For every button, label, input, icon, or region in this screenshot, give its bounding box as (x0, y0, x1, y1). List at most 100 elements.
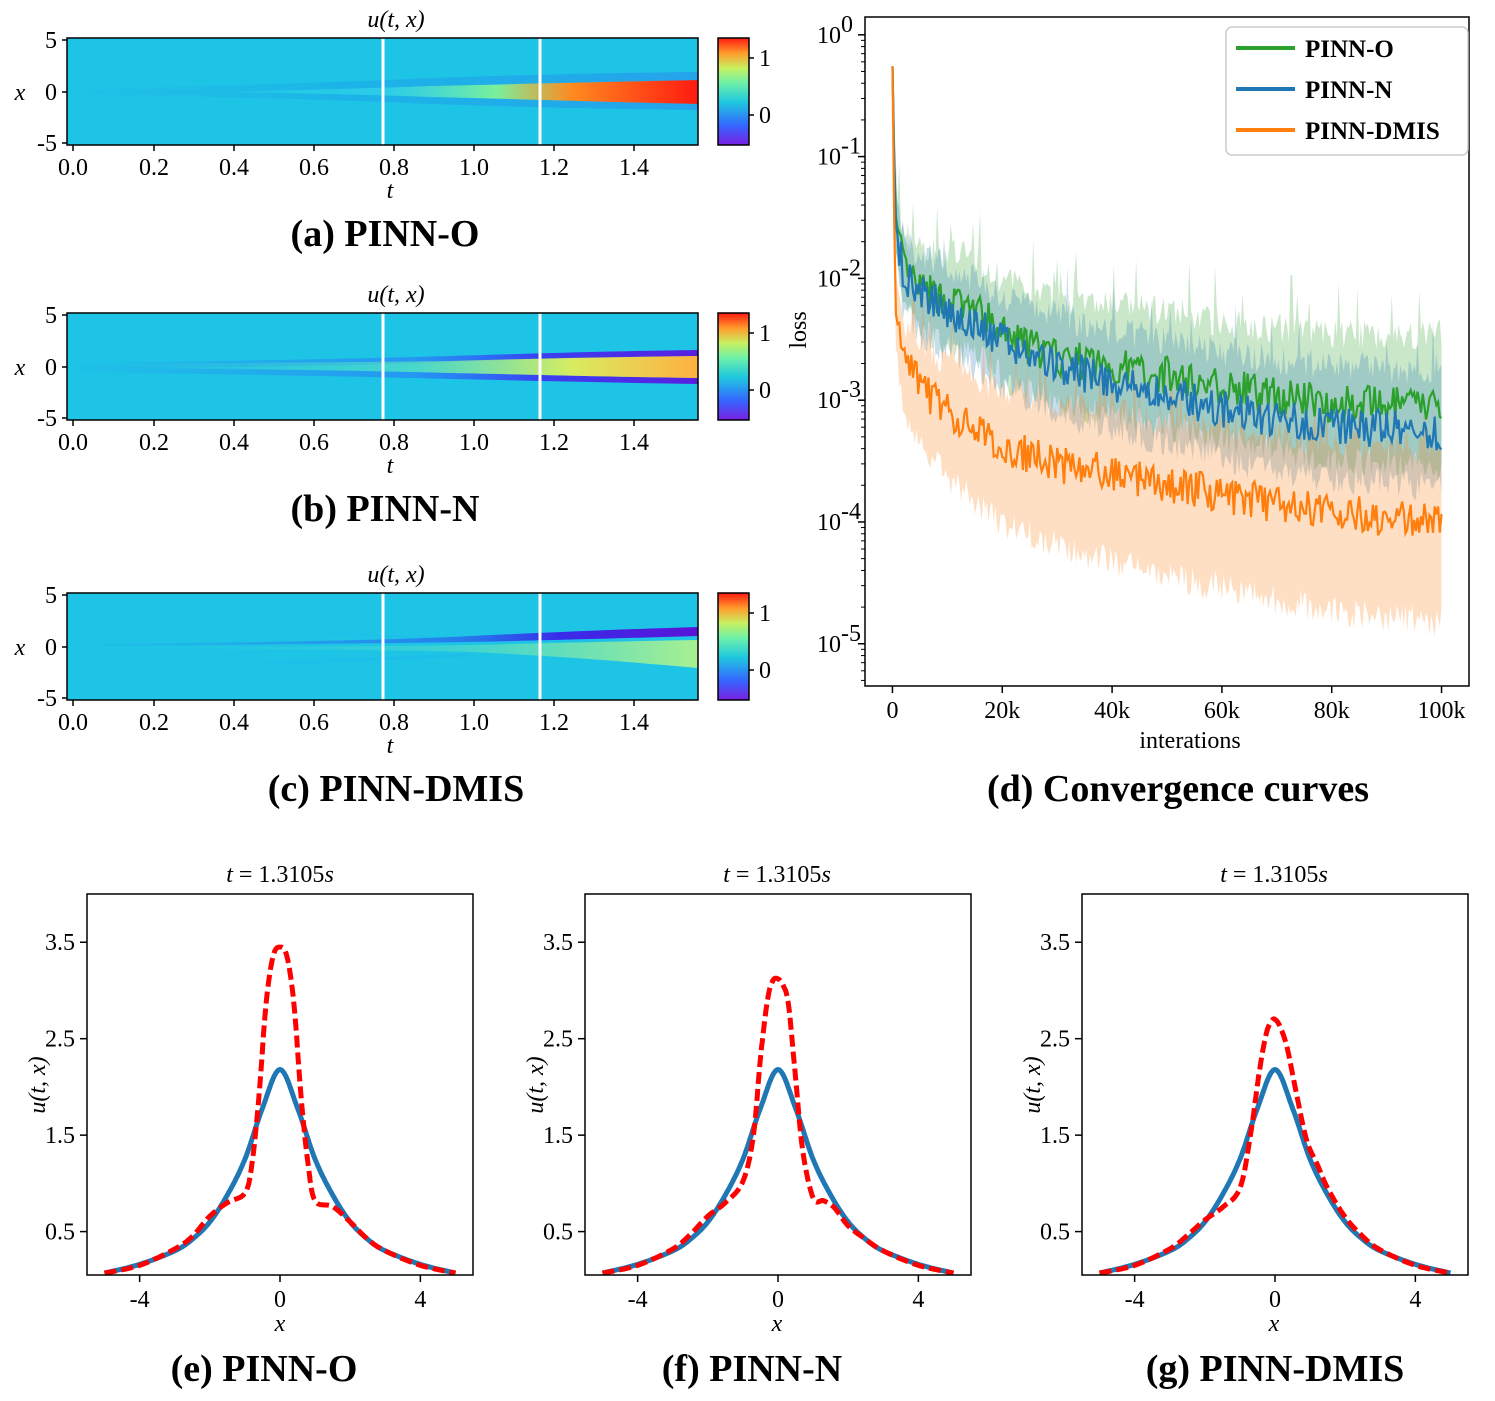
convergence-legend: PINN-O PINN-N PINN-DMIS (1225, 26, 1469, 156)
band-pinn-dmis (892, 69, 1442, 637)
y-tick-label: 1.5 (543, 1123, 573, 1149)
heatmap-c-xlabel: t (387, 733, 395, 759)
x-tick-label: 20k (984, 698, 1020, 724)
x-tick-label: 4 (912, 1287, 924, 1313)
colorbar-c-tick-label: 0 (759, 658, 771, 684)
heatmap-c-ytick-label: -5 (37, 686, 57, 712)
legend-label-pinn-dmis: PINN-DMIS (1305, 118, 1440, 145)
legend-label-pinn-o: PINN-O (1305, 36, 1394, 63)
heatmap-a-yticks: 5 0 -5 (37, 28, 67, 157)
x-tick-label: 100k (1418, 698, 1466, 724)
line-pinn-n (891, 66, 1443, 451)
panel-a: u(t, x) 5 0 -5 x 0.0 (14, 7, 771, 255)
heatmap-a-ytick-label: -5 (37, 131, 57, 157)
heatmap-a-xtick-label: 1.2 (539, 155, 569, 181)
heatmap-c-xtick-label: 0.4 (219, 710, 249, 736)
caption-g: (g) PINN-DMIS (1146, 1348, 1405, 1390)
colorbar-c-tick-label: 1 (759, 601, 771, 627)
profile-e-xlabel: x (274, 1311, 286, 1337)
heatmap-c-title: u(t, x) (367, 562, 424, 588)
y-tick-exponent: -2 (841, 255, 861, 281)
colorbar-b-tick-label: 0 (759, 378, 771, 404)
profile-f-title: t = 1.3105s (723, 862, 831, 888)
heatmap-b-xtick-label: 0.2 (139, 430, 169, 456)
heatmap-a-xtick-label: 0.6 (299, 155, 329, 181)
caption-c: (c) PINN-DMIS (268, 768, 524, 810)
profile-e-plot-area (103, 944, 457, 1276)
caption-d: (d) Convergence curves (987, 768, 1369, 810)
heatmap-b-title: u(t, x) (367, 282, 424, 308)
heatmap-b-xtick-label: 0.6 (299, 430, 329, 456)
profile-g-plot-area (1098, 1016, 1452, 1276)
y-tick-label: 10 (817, 388, 841, 414)
y-tick-exponent: -5 (841, 621, 861, 647)
heatmap-a-xticks: 0.0 0.2 0.4 0.6 0.8 1.0 1.2 1.4 (58, 145, 649, 181)
panel-c: u(t, x) 5 0 -5 x (14, 562, 771, 810)
line-pinn-dmis (891, 66, 1443, 538)
heatmap-a-xlabel: t (387, 178, 395, 204)
profile-g-axes: -4 0 4 0.5 1.5 2.5 3.5 (1040, 930, 1421, 1313)
caption-b: (b) PINN-N (291, 488, 480, 530)
heatmap-b-xtick-label: 1.4 (619, 430, 649, 456)
heatmap-c-xticks: 0.0 0.2 0.4 0.6 0.8 1.0 1.2 1.4 (58, 700, 649, 736)
heatmap-b-xlabel: t (387, 453, 395, 479)
y-tick-exponent: 0 (841, 12, 853, 38)
profile-f-frame (584, 893, 972, 1276)
heatmap-c-xtick-label: 0.0 (58, 710, 88, 736)
y-tick-label: 0.5 (543, 1220, 573, 1246)
predicted-curve (1098, 1016, 1452, 1276)
heatmap-b-yticks: 5 0 -5 (37, 303, 67, 432)
heatmap-a-xtick-label: 1.4 (619, 155, 649, 181)
y-tick-label: 2.5 (543, 1027, 573, 1053)
y-tick-label: 2.5 (1040, 1027, 1070, 1053)
heatmap-c-yticks: 5 0 -5 (37, 583, 67, 712)
x-tick-label: -4 (1125, 1287, 1145, 1313)
panel-b: u(t, x) 5 0 -5 x 0.0 (14, 282, 771, 530)
legend-label-pinn-n: PINN-N (1305, 77, 1393, 104)
heatmap-b-ylabel: x (14, 355, 26, 381)
profile-g-xlabel: x (1268, 1311, 1280, 1337)
exact-curve (1098, 1067, 1452, 1276)
y-tick-label: 10 (817, 266, 841, 292)
heatmap-b-xtick-label: 0.8 (379, 430, 409, 456)
heatmap-a-ytick-label: 5 (45, 28, 57, 54)
x-tick-label: 40k (1094, 698, 1130, 724)
x-tick-label: 0 (1269, 1287, 1281, 1313)
convergence-xlabel: interations (1139, 728, 1240, 754)
heatmap-a-ylabel: x (14, 80, 26, 106)
exact-curve (601, 1067, 955, 1276)
profile-g-frame (1081, 893, 1469, 1276)
panel-f: t = 1.3105s -4 0 4 0.5 1.5 2.5 3.5 u(t, x) x (… (523, 862, 972, 1390)
x-tick-label: 0 (772, 1287, 784, 1313)
colorbar-a-tick-label: 1 (759, 46, 771, 72)
panel-g: t = 1.3105s -4 0 4 0.5 1.5 2.5 3.5 u(t, x) x (… (1020, 862, 1469, 1390)
profile-e-title: t = 1.3105s (226, 862, 334, 888)
y-tick-label: 0.5 (45, 1220, 75, 1246)
x-tick-label: -4 (628, 1287, 648, 1313)
panel-e: t = 1.3105s -4 0 4 0.5 1.5 2.5 3.5 u(t, x) x (… (25, 862, 474, 1390)
y-tick-exponent: -3 (841, 377, 861, 403)
heatmap-c-colorbar: 1 0 (717, 592, 771, 701)
heatmap-c-xtick-label: 0.8 (379, 710, 409, 736)
heatmap-c-xtick-label: 0.2 (139, 710, 169, 736)
profile-g-title: t = 1.3105s (1220, 862, 1328, 888)
y-tick-label: 10 (817, 23, 841, 49)
heatmap-a-xtick-label: 0.8 (379, 155, 409, 181)
convergence-plot-area (891, 66, 1443, 637)
profile-f-xlabel: x (771, 1311, 783, 1337)
heatmap-b-xtick-label: 1.0 (459, 430, 489, 456)
exact-curve (103, 1067, 457, 1276)
heatmap-a-colorbar: 1 0 (717, 37, 771, 146)
y-tick-exponent: -4 (841, 499, 861, 525)
convergence-ylabel: loss (786, 311, 812, 348)
y-tick-label: 2.5 (45, 1027, 75, 1053)
profile-e-axes: -4 0 4 0.5 1.5 2.5 3.5 (45, 930, 426, 1313)
y-tick-label: 0.5 (1040, 1220, 1070, 1246)
x-tick-label: 80k (1314, 698, 1350, 724)
caption-f: (f) PINN-N (662, 1348, 842, 1390)
heatmap-a-xtick-label: 0.2 (139, 155, 169, 181)
y-tick-label: 10 (817, 632, 841, 658)
